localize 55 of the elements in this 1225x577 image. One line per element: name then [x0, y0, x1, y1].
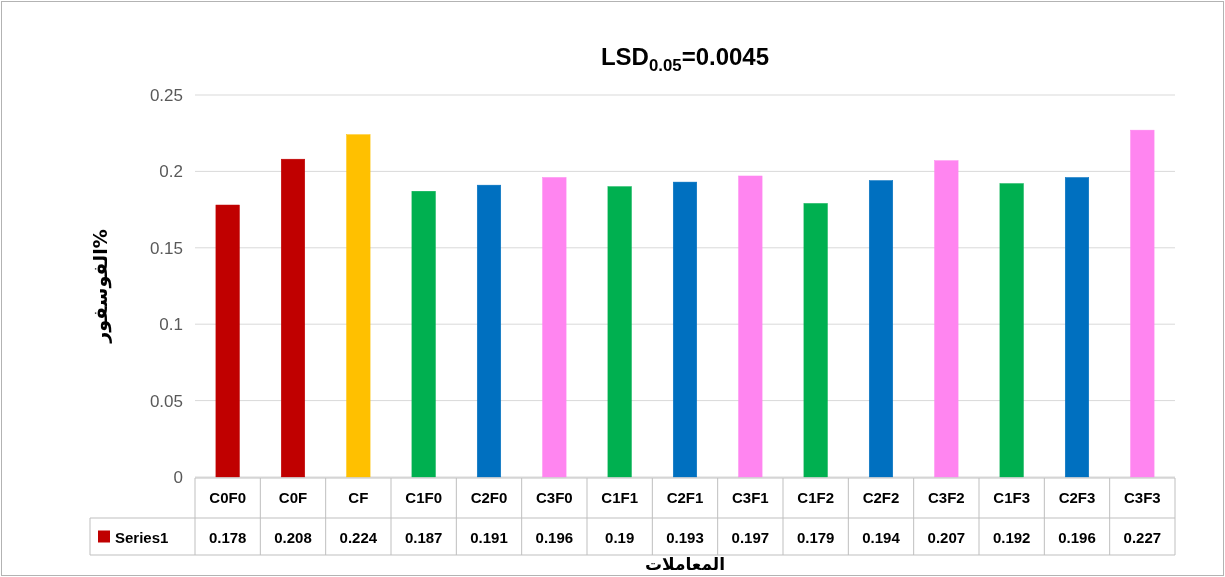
x-tick-label: C1F0	[405, 488, 443, 506]
x-tick-label: C0F0	[209, 488, 247, 506]
bar	[346, 134, 371, 478]
data-label: 0.194	[862, 528, 901, 545]
x-tick-label: CF	[348, 488, 369, 506]
data-label: 0.196	[1058, 528, 1096, 545]
bar	[280, 158, 306, 478]
y-tick-label: 0.1	[159, 314, 183, 334]
x-tick-label: C2F2	[862, 488, 900, 506]
bar	[1064, 177, 1090, 478]
bar	[738, 175, 763, 478]
y-tick-label: 0.05	[149, 391, 183, 411]
data-label: 0.187	[404, 528, 443, 545]
x-tick-label: C2F1	[666, 488, 704, 506]
bar	[803, 203, 828, 478]
x-tick-label: C1F1	[601, 488, 639, 506]
bar	[215, 204, 240, 478]
y-tick-label: 0	[173, 467, 183, 487]
y-tick-label: 0.25	[149, 85, 183, 105]
bar	[672, 181, 698, 478]
data-label: 0.178	[208, 528, 247, 545]
x-axis-title: المعاملات	[644, 554, 726, 574]
data-label: 0.227	[1123, 528, 1162, 545]
bar	[868, 180, 894, 478]
y-axis-title: الفوسفور%	[89, 229, 112, 344]
data-label: 0.179	[796, 528, 835, 545]
x-tick-label: C3F1	[731, 488, 769, 506]
bar	[607, 186, 632, 478]
data-label: 0.193	[666, 528, 704, 545]
data-label: 0.196	[535, 528, 574, 545]
x-tick-label: C3F0	[535, 488, 573, 506]
chart-title: LSD$_{0.05}$=0.0045	[600, 42, 770, 75]
data-label: 0.192	[992, 528, 1031, 545]
bar	[411, 191, 436, 478]
bar	[542, 177, 567, 478]
bar	[1130, 129, 1155, 478]
data-label: 0.208	[274, 528, 312, 545]
data-label: 0.197	[731, 528, 770, 545]
bar	[476, 184, 502, 478]
y-tick-label: 0.15	[149, 238, 183, 258]
legend-label: Series1	[115, 528, 169, 545]
x-tick-label: C1F3	[993, 488, 1031, 506]
data-label: 0.207	[927, 528, 966, 545]
y-tick-label: 0.2	[159, 161, 183, 181]
x-tick-label: C2F3	[1058, 488, 1096, 506]
data-label: 0.19	[605, 528, 635, 545]
bar	[999, 183, 1024, 478]
bar	[934, 160, 959, 478]
x-tick-label: C2F0	[470, 488, 508, 506]
x-tick-label: C3F3	[1123, 488, 1161, 506]
data-label: 0.191	[470, 528, 508, 545]
x-tick-label: C3F2	[927, 488, 965, 506]
x-tick-label: C0F	[278, 488, 308, 506]
data-label: 0.224	[339, 528, 378, 545]
x-tick-label: C1F2	[797, 488, 835, 506]
